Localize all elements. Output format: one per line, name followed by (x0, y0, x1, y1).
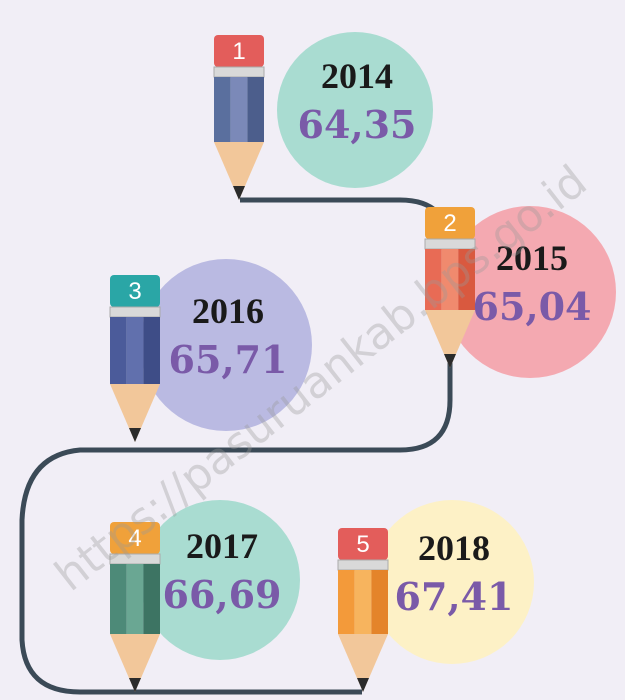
pencil-ferrule (338, 560, 388, 570)
step-number: 2 (443, 210, 456, 237)
pencil-body (110, 317, 127, 384)
pencil-body (355, 570, 372, 634)
pencil-body (110, 564, 127, 634)
pencil-body (231, 77, 248, 142)
pencil-body (214, 77, 231, 142)
pencil-ferrule (214, 67, 264, 77)
year-label: 2014 (321, 56, 393, 96)
value-label: 65,71 (169, 337, 288, 382)
infographic: 1201464,352201565,043201665,714201766,69… (0, 0, 625, 700)
value-label: 64,35 (298, 102, 417, 147)
pencil-body (247, 77, 264, 142)
value-label: 67,41 (395, 574, 514, 619)
year-label: 2016 (192, 291, 264, 331)
pencil-body (143, 317, 160, 384)
step-number: 5 (356, 531, 369, 558)
pencil-body (127, 564, 144, 634)
year-label: 2017 (186, 526, 258, 566)
pencil-body (338, 570, 355, 634)
pencil-ferrule (110, 307, 160, 317)
year-label: 2018 (418, 528, 490, 568)
step-number: 1 (232, 38, 245, 65)
pencil-body (371, 570, 388, 634)
pencil-body (143, 564, 160, 634)
value-label: 66,69 (163, 572, 282, 617)
pencil-body (127, 317, 144, 384)
step-number: 3 (128, 278, 141, 305)
value-label: 65,04 (473, 284, 592, 329)
